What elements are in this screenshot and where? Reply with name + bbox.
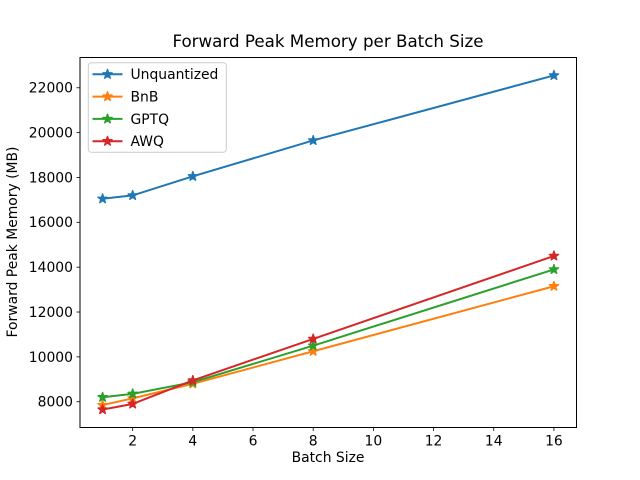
- data-point-marker-awq: [97, 404, 108, 415]
- data-point-marker-unquantized: [548, 69, 560, 81]
- plot-border: [79, 57, 577, 428]
- legend-star-icon: [102, 91, 113, 102]
- data-point-marker-awq: [548, 250, 560, 261]
- y-axis-label: Forward Peak Memory (MB): [5, 147, 21, 338]
- legend-item-label: GPTQ: [131, 112, 170, 128]
- y-tick-label: 8000: [38, 395, 73, 411]
- x-axis-label: Batch Size: [292, 450, 365, 466]
- x-tick-label: 8: [309, 434, 318, 450]
- y-tick-label: 18000: [29, 170, 73, 186]
- data-point-marker-gptq: [127, 388, 138, 399]
- y-tick-label: 20000: [29, 126, 73, 142]
- data-point-marker-bnb: [548, 280, 560, 291]
- y-tick-label: 22000: [29, 81, 73, 97]
- legend-star-icon: [102, 113, 113, 124]
- x-tick-label: 10: [365, 434, 383, 450]
- y-tick-label: 14000: [29, 260, 73, 276]
- legend-star-icon: [102, 68, 113, 79]
- data-point-marker-awq: [187, 374, 199, 385]
- y-tick-label: 10000: [29, 350, 73, 366]
- data-point-marker-gptq: [548, 263, 560, 274]
- data-point-marker-awq: [307, 333, 319, 344]
- data-point-marker-unquantized: [127, 189, 138, 200]
- data-point-marker-gptq: [97, 391, 108, 402]
- y-tick-label: 16000: [29, 215, 73, 231]
- data-point-marker-unquantized: [187, 170, 199, 181]
- data-point-marker-awq: [127, 398, 138, 409]
- legend-item-label: BnB: [131, 90, 159, 106]
- data-point-marker-unquantized: [97, 193, 108, 204]
- x-tick-label: 14: [485, 434, 503, 450]
- legend-item-label: AWQ: [131, 134, 164, 150]
- data-point-marker-unquantized: [307, 134, 319, 146]
- legend-box: [87, 62, 227, 153]
- data-point-marker-gptq: [307, 340, 319, 351]
- x-tick-label: 2: [128, 434, 137, 450]
- y-tick-label: 12000: [29, 305, 73, 321]
- x-tick-label: 12: [425, 434, 443, 450]
- legend-star-icon: [102, 135, 113, 146]
- x-tick-label: 4: [188, 434, 197, 450]
- legend-item-label: Unquantized: [131, 67, 219, 83]
- chart-title: Forward Peak Memory per Batch Size: [172, 31, 483, 51]
- x-tick-label: 6: [249, 434, 258, 450]
- x-tick-label: 16: [545, 434, 563, 450]
